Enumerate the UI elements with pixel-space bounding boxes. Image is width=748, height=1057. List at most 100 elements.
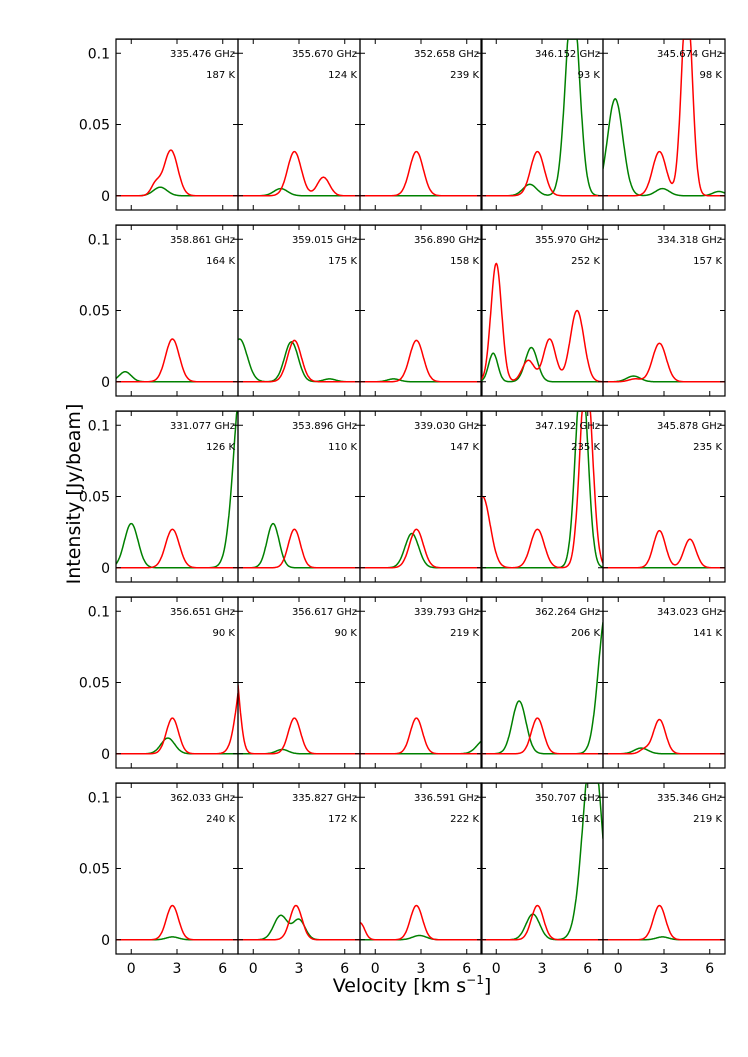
- spectrum-panel: 335.827 GHz 172 K 0 3 6: [237, 782, 361, 977]
- x-tick-label: 6: [218, 961, 227, 977]
- x-tick-label: 3: [295, 961, 304, 977]
- spectrum-panel: 359.015 GHz 175 K: [237, 224, 361, 397]
- panel-frame: [359, 782, 483, 955]
- panel-frame: [480, 38, 604, 211]
- panel-frame: [602, 224, 726, 397]
- y-tick-label: 0: [101, 747, 110, 763]
- spectrum-panel: 345.674 GHz 98 K: [602, 38, 726, 211]
- panel-temperature-label: 252 K: [571, 256, 600, 267]
- model-curve-green: [603, 747, 725, 755]
- model-curve-red: [238, 528, 360, 569]
- panel-temperature-label: 222 K: [450, 814, 479, 825]
- model-curve-green: [116, 737, 238, 755]
- panel-grid: 335.476 GHz 187 K 0 0.05 0.1 355.670 GHz 124 K…: [79, 38, 726, 977]
- panel-frame: [237, 410, 361, 583]
- spectrum-panel: 350.707 GHz 161 K 0 3 6: [480, 782, 604, 977]
- panel-frame: [115, 224, 239, 397]
- model-curve-green: [238, 187, 360, 197]
- panel-frequency-label: 355.670 GHz: [292, 49, 357, 60]
- x-tick-label: 0: [249, 961, 258, 977]
- spectrum-panel: 347.192 GHz 235 K: [480, 410, 604, 583]
- x-axis-label: Velocity [km s−1]: [333, 973, 492, 997]
- model-curve-red: [481, 262, 603, 383]
- panel-frame: [480, 596, 604, 769]
- model-curve-green: [238, 522, 360, 569]
- panel-temperature-label: 219 K: [693, 814, 722, 825]
- spectrum-panel: 356.617 GHz 90 K: [237, 596, 361, 769]
- panel-frequency-label: 335.346 GHz: [657, 793, 722, 804]
- panel-frequency-label: 347.192 GHz: [535, 421, 600, 432]
- panel-frequency-label: 334.318 GHz: [657, 235, 722, 246]
- model-curve-red: [481, 904, 603, 941]
- y-tick-label: 0: [101, 189, 110, 205]
- panel-temperature-label: 175 K: [328, 256, 357, 267]
- model-curve-red: [238, 339, 360, 383]
- panel-temperature-label: 124 K: [328, 70, 357, 81]
- model-curve-green: [481, 346, 603, 383]
- panel-frequency-label: 355.970 GHz: [535, 235, 600, 246]
- model-curve-red: [603, 342, 725, 383]
- panel-frequency-label: 362.264 GHz: [535, 607, 600, 618]
- spectrum-panel: 335.476 GHz 187 K 0 0.05 0.1: [79, 38, 239, 211]
- panel-temperature-label: 90 K: [213, 628, 236, 639]
- model-curve-green: [481, 39, 603, 197]
- panel-temperature-label: 172 K: [328, 814, 357, 825]
- spectrum-panel: 331.077 GHz 126 K 0 0.05 0.1: [79, 410, 239, 583]
- panel-frequency-label: 335.827 GHz: [292, 793, 357, 804]
- panel-temperature-label: 239 K: [450, 70, 479, 81]
- x-tick-label: 3: [660, 961, 669, 977]
- spectrum-panel: 334.318 GHz 157 K: [602, 224, 726, 397]
- model-curve-red: [238, 684, 360, 755]
- panel-frequency-label: 350.707 GHz: [535, 793, 600, 804]
- model-curve-green: [238, 914, 360, 941]
- panel-temperature-label: 93 K: [578, 70, 601, 81]
- model-curve-red: [603, 904, 725, 941]
- model-curve-red: [238, 150, 360, 197]
- y-tick-label: 0.1: [88, 232, 110, 248]
- panel-temperature-label: 141 K: [693, 628, 722, 639]
- x-axis-label-exponent: −1: [466, 973, 484, 987]
- x-tick-label: 6: [705, 961, 714, 977]
- x-tick-label: 6: [583, 961, 592, 977]
- y-tick-label: 0.1: [88, 418, 110, 434]
- y-tick-label: 0.1: [88, 790, 110, 806]
- x-tick-label: 3: [538, 961, 547, 977]
- panel-frequency-label: 358.861 GHz: [170, 235, 235, 246]
- spectrum-panel: 352.658 GHz 239 K: [359, 38, 483, 211]
- model-curve-red: [238, 904, 360, 941]
- panel-frequency-label: 356.617 GHz: [292, 607, 357, 618]
- panel-frame: [359, 410, 483, 583]
- y-tick-label: 0: [101, 561, 110, 577]
- spectrum-panel: 339.030 GHz 147 K: [359, 410, 483, 583]
- spectrum-panel: 362.033 GHz 240 K 0 0.05 0.1 0 3 6: [79, 782, 239, 977]
- panel-frequency-label: 339.030 GHz: [414, 421, 479, 432]
- y-tick-label: 0.1: [88, 46, 110, 62]
- spectrum-panel: 335.346 GHz 219 K 0 3 6: [602, 782, 726, 977]
- panel-frequency-label: 359.015 GHz: [292, 235, 357, 246]
- panel-frequency-label: 352.658 GHz: [414, 49, 479, 60]
- spectrum-panel: 355.670 GHz 124 K: [237, 38, 361, 211]
- model-curve-red: [116, 338, 238, 383]
- panel-temperature-label: 164 K: [206, 256, 235, 267]
- y-tick-label: 0.05: [79, 676, 110, 692]
- y-tick-label: 0.1: [88, 604, 110, 620]
- panel-temperature-label: 206 K: [571, 628, 600, 639]
- panel-frequency-label: 346.152 GHz: [535, 49, 600, 60]
- model-curve-red: [116, 904, 238, 941]
- panel-temperature-label: 187 K: [206, 70, 235, 81]
- panel-temperature-label: 158 K: [450, 256, 479, 267]
- panel-frequency-label: 343.023 GHz: [657, 607, 722, 618]
- panel-temperature-label: 90 K: [335, 628, 358, 639]
- y-tick-label: 0: [101, 933, 110, 949]
- panel-frame: [237, 224, 361, 397]
- model-curve-green: [481, 622, 603, 755]
- x-tick-label: 6: [340, 961, 349, 977]
- panel-frequency-label: 362.033 GHz: [170, 793, 235, 804]
- y-tick-label: 0: [101, 375, 110, 391]
- model-curve-red: [481, 411, 603, 569]
- panel-frequency-label: 356.890 GHz: [414, 235, 479, 246]
- spectrum-panel: 336.591 GHz 222 K 0 3 6: [359, 782, 483, 977]
- spectrum-panel: 356.651 GHz 90 K 0 0.05 0.1: [79, 596, 239, 769]
- panel-frame: [115, 782, 239, 955]
